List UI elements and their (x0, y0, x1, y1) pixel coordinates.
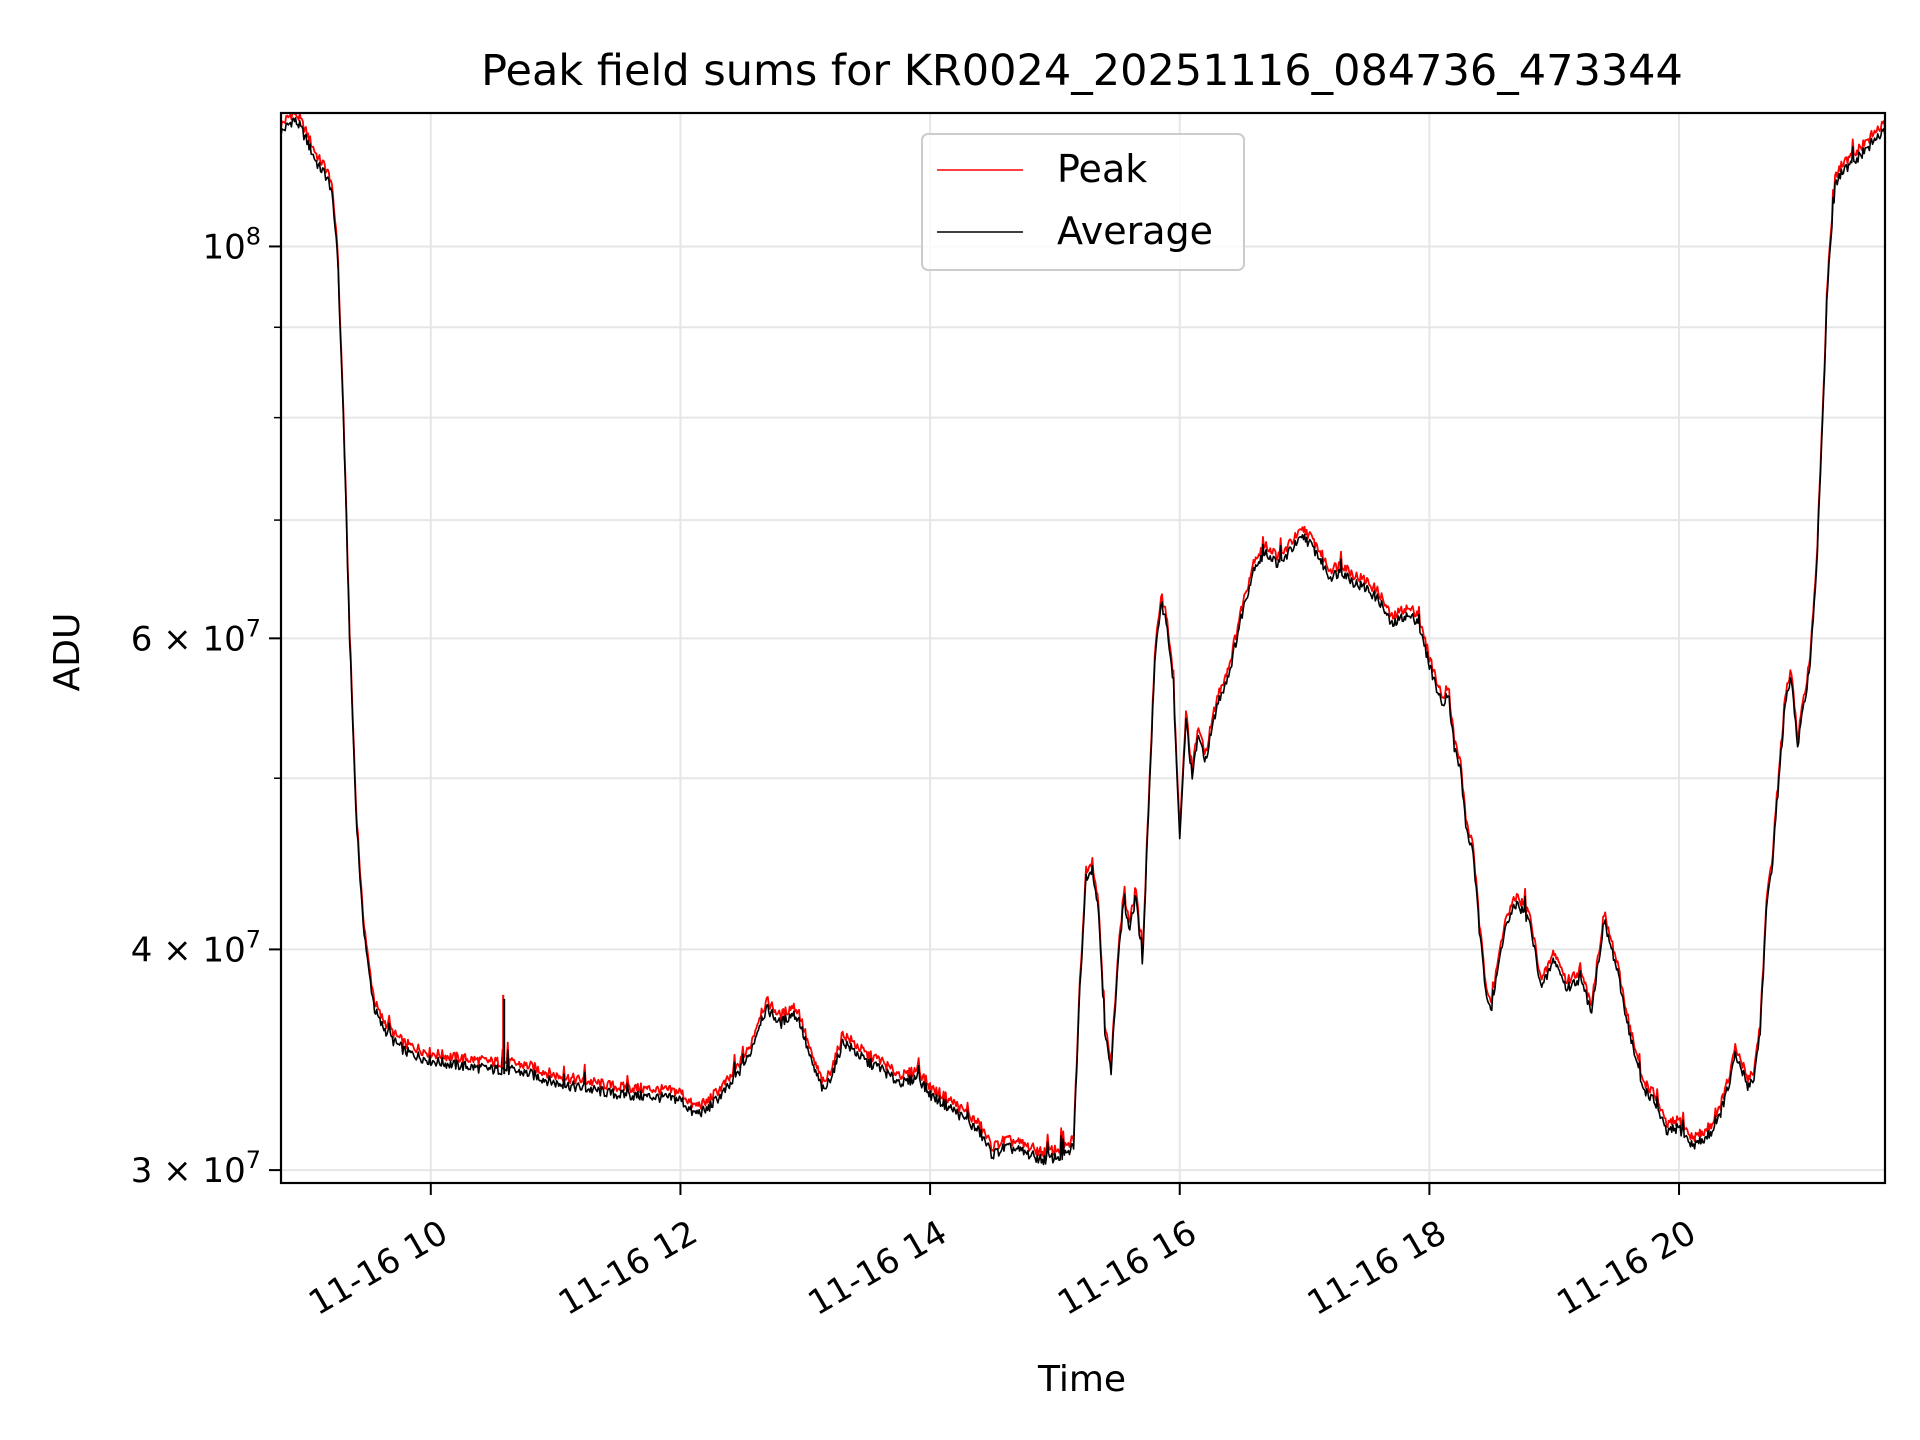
axes-frame (279, 111, 1887, 1185)
y-tick-label: 6 × 107 (131, 614, 261, 659)
x-axis-label: Time (1037, 1359, 1126, 1400)
y-axis-label: ADU (47, 613, 88, 692)
legend-average-label: Average (1057, 209, 1213, 253)
legend: Peak Average (921, 133, 1245, 271)
legend-peak-label: Peak (1057, 147, 1147, 191)
y-tick-label: 108 (202, 222, 261, 267)
series-line-average (281, 117, 1885, 1166)
legend-frame (921, 133, 1245, 271)
series-layer (281, 113, 1885, 1166)
chart-title: Peak field sums for KR0024_20251116_0847… (481, 46, 1683, 96)
y-tick-label: 3 × 107 (131, 1146, 261, 1191)
y-tick-label: 4 × 107 (131, 925, 261, 970)
